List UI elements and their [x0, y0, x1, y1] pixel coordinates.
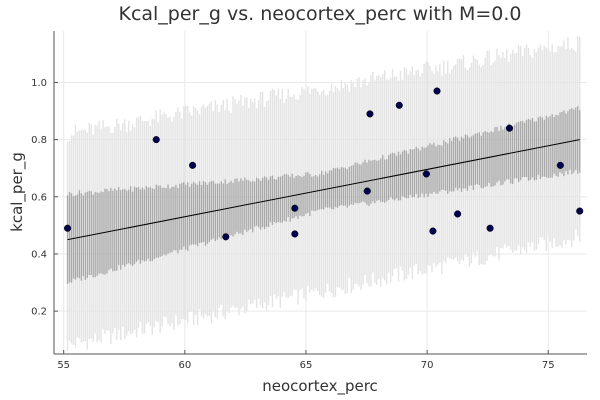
data-point	[505, 124, 514, 132]
data-point	[395, 101, 403, 109]
y-ticks: 0.2 0.4 0.6 0.8 1.0	[31, 78, 58, 318]
data-points	[64, 87, 584, 241]
data-point	[429, 227, 437, 235]
data-point	[366, 110, 374, 118]
data-point	[433, 87, 441, 95]
data-point	[486, 224, 494, 232]
y-tick-label: 0.6	[31, 192, 47, 203]
regression-line-group	[67, 139, 580, 241]
regression-line	[67, 139, 580, 241]
x-ticks: 55 60 65 70 75	[57, 350, 555, 371]
x-tick-label: 60	[178, 360, 191, 371]
x-tick-label: 65	[300, 360, 313, 371]
y-tick-label: 0.8	[31, 135, 47, 146]
chart-title: Kcal_per_g vs. neocortex_perc with M=0.0	[118, 3, 521, 25]
x-tick-label: 55	[57, 360, 70, 371]
data-point	[454, 210, 462, 218]
data-point	[576, 207, 584, 215]
data-point	[291, 230, 299, 238]
data-point	[152, 136, 160, 144]
x-tick-label: 70	[421, 360, 434, 371]
data-point	[291, 204, 299, 212]
data-point	[189, 161, 197, 169]
data-point	[556, 161, 564, 169]
data-point	[363, 187, 371, 195]
mean-interval-band	[66, 106, 581, 284]
y-tick-label: 1.0	[31, 78, 47, 89]
x-tick-label: 75	[542, 360, 555, 371]
y-axis-label: kcal_per_g	[8, 152, 27, 232]
axes	[53, 31, 587, 355]
y-tick-label: 0.2	[31, 307, 47, 318]
data-point	[222, 233, 230, 241]
x-axis-label: neocortex_perc	[262, 377, 378, 396]
data-point	[422, 170, 430, 178]
data-point	[64, 224, 72, 232]
y-tick-label: 0.4	[31, 249, 47, 260]
